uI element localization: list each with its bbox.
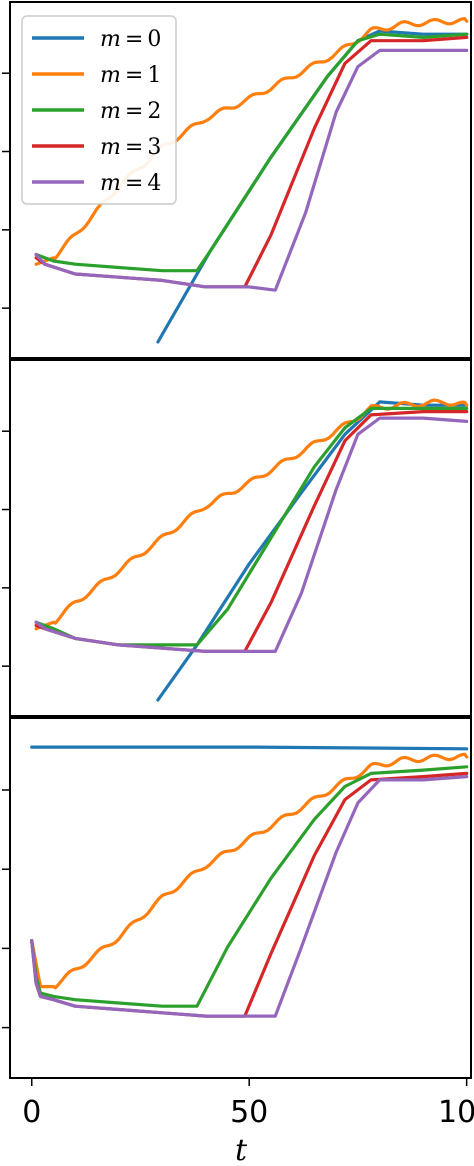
x-tick-label: 0 [22,1095,41,1130]
series-line-m3 [30,771,469,1018]
panel-3 [2,717,472,1079]
series-line-m1 [30,752,469,990]
series-line-m0 [30,745,469,751]
legend-label: m = 4 [100,171,161,196]
panel-frame [9,1,472,359]
legend-item-m3: m = 3 [32,135,161,160]
series-line-m1 [34,398,469,631]
legend-item-m1: m = 1 [32,63,161,88]
panel-2 [2,359,472,717]
legend-label: m = 0 [100,27,161,52]
series-group [34,17,469,344]
legend-label: m = 1 [100,63,161,88]
series-line-m4 [30,775,469,1018]
x-axis: 0 50 100 [22,1078,474,1130]
series-group [34,398,469,702]
series-line-m0 [156,400,469,702]
series-line-m2 [34,406,469,647]
panel-frame [9,359,472,717]
panel-1 [2,1,472,359]
panel-frame [9,717,472,1079]
x-axis-label: t [235,1133,248,1166]
series-line-m1 [34,17,469,266]
legend-item-m0: m = 0 [32,27,161,52]
x-tick-label: 100 [438,1095,474,1130]
series-line-m4 [34,48,469,292]
legend-box [21,15,177,205]
series-line-m2 [30,765,469,1008]
legend: m = 0 m = 1 m = 2 m = 3 m = 4 [21,15,177,205]
panels [2,1,472,1079]
legend-label: m = 3 [100,135,161,160]
series-line-m3 [34,410,469,653]
legend-label: m = 2 [100,99,161,124]
legend-item-m2: m = 2 [32,99,161,124]
legend-item-m4: m = 4 [32,171,161,196]
series-line-m4 [34,416,469,653]
x-tick-label: 50 [230,1095,268,1130]
series-line-m2 [34,32,469,273]
series-group [30,745,469,1018]
